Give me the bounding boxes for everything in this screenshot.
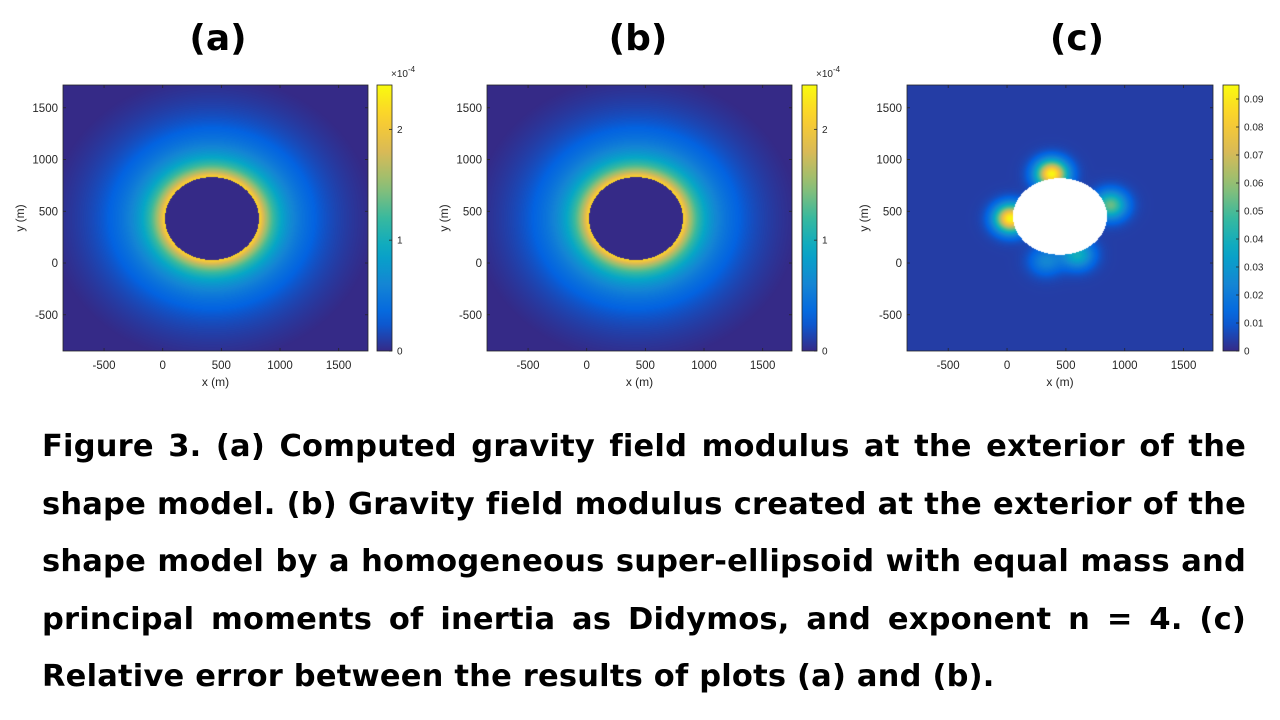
colorbar-tick-label: 0.04 [1244,235,1264,246]
colorbar [801,84,818,352]
x-tick-label: 1000 [691,360,717,372]
x-tick-label: -500 [517,360,540,372]
colorbar-tick-label: 0.08 [1244,123,1264,134]
figure-caption: Figure 3. (a) Computed gravity field mod… [42,429,1246,694]
x-tick-label: -500 [937,360,960,372]
colorbar-tick-label: 0.09 [1244,95,1264,106]
colorbar-tick-label: 0.01 [1244,319,1264,330]
x-tick-label: 1500 [750,360,776,372]
x-axis-label: x (m) [626,375,653,389]
x-tick-label: 1000 [1112,360,1138,372]
y-tick-label: 0 [896,258,902,270]
y-tick-label: 1000 [876,155,902,167]
colorbar-exponent: -4 [408,65,416,74]
plot-axes-box [906,84,1214,352]
y-tick-label: 500 [463,206,482,218]
x-tick-label: 500 [636,360,655,372]
x-tick-label: 1500 [1171,360,1197,372]
y-tick-label: -500 [35,310,58,322]
y-tick-label: 1000 [456,155,482,167]
colorbar-tick-label: 0.07 [1244,151,1264,162]
y-tick-label: 0 [52,258,58,270]
x-tick-label: 0 [160,360,166,372]
y-tick-label: -500 [879,310,902,322]
x-tick-label: 1500 [326,360,352,372]
x-axis-label: x (m) [202,375,229,389]
y-axis-label: y (m) [437,204,451,231]
y-axis-label: y (m) [857,204,871,231]
x-axis-label: x (m) [1046,375,1073,389]
colorbar-tick-label: 0 [397,347,403,358]
colorbar [376,84,393,352]
colorbar [1222,84,1240,352]
colorbar-tick-label: 1 [822,236,828,247]
x-tick-label: 500 [212,360,231,372]
heatmap-image [487,85,792,351]
colorbar-tick-label: 2 [397,125,403,136]
colorbar-exponent-label: ×10-4 [816,65,841,80]
y-tick-label: 1500 [32,103,58,115]
panel-label-a: (a) [189,18,247,59]
y-tick-label: 500 [883,206,902,218]
heatmap-image [63,85,368,351]
panel-label-b: (b) [608,18,668,59]
colorbar-tick-label: 0.02 [1244,291,1264,302]
colorbar-tick-label: 0.06 [1244,179,1264,190]
colorbar-tick-label: 0.03 [1244,263,1264,274]
y-tick-label: 1500 [876,103,902,115]
x-tick-label: 500 [1056,360,1075,372]
plot-axes-box [62,84,369,352]
y-tick-label: 500 [39,206,58,218]
y-tick-label: -500 [459,310,482,322]
plot-axes-box [486,84,793,352]
colorbar-exponent-label: ×10-4 [391,65,416,80]
y-axis-label: y (m) [13,204,27,231]
x-tick-label: 1000 [267,360,293,372]
heatmap-image [907,85,1213,351]
y-tick-label: 1500 [456,103,482,115]
x-tick-label: -500 [93,360,116,372]
y-tick-label: 1000 [32,155,58,167]
colorbar-exponent: -4 [833,65,841,74]
colorbar-tick-label: 1 [397,236,403,247]
x-tick-label: 0 [584,360,590,372]
y-tick-label: 0 [476,258,482,270]
colorbar-tick-label: 2 [822,125,828,136]
panel-label-c: (c) [1049,18,1105,59]
x-tick-label: 0 [1004,360,1010,372]
colorbar-tick-label: 0 [1244,347,1250,358]
colorbar-tick-label: 0 [822,347,828,358]
colorbar-tick-label: 0.05 [1244,207,1264,218]
